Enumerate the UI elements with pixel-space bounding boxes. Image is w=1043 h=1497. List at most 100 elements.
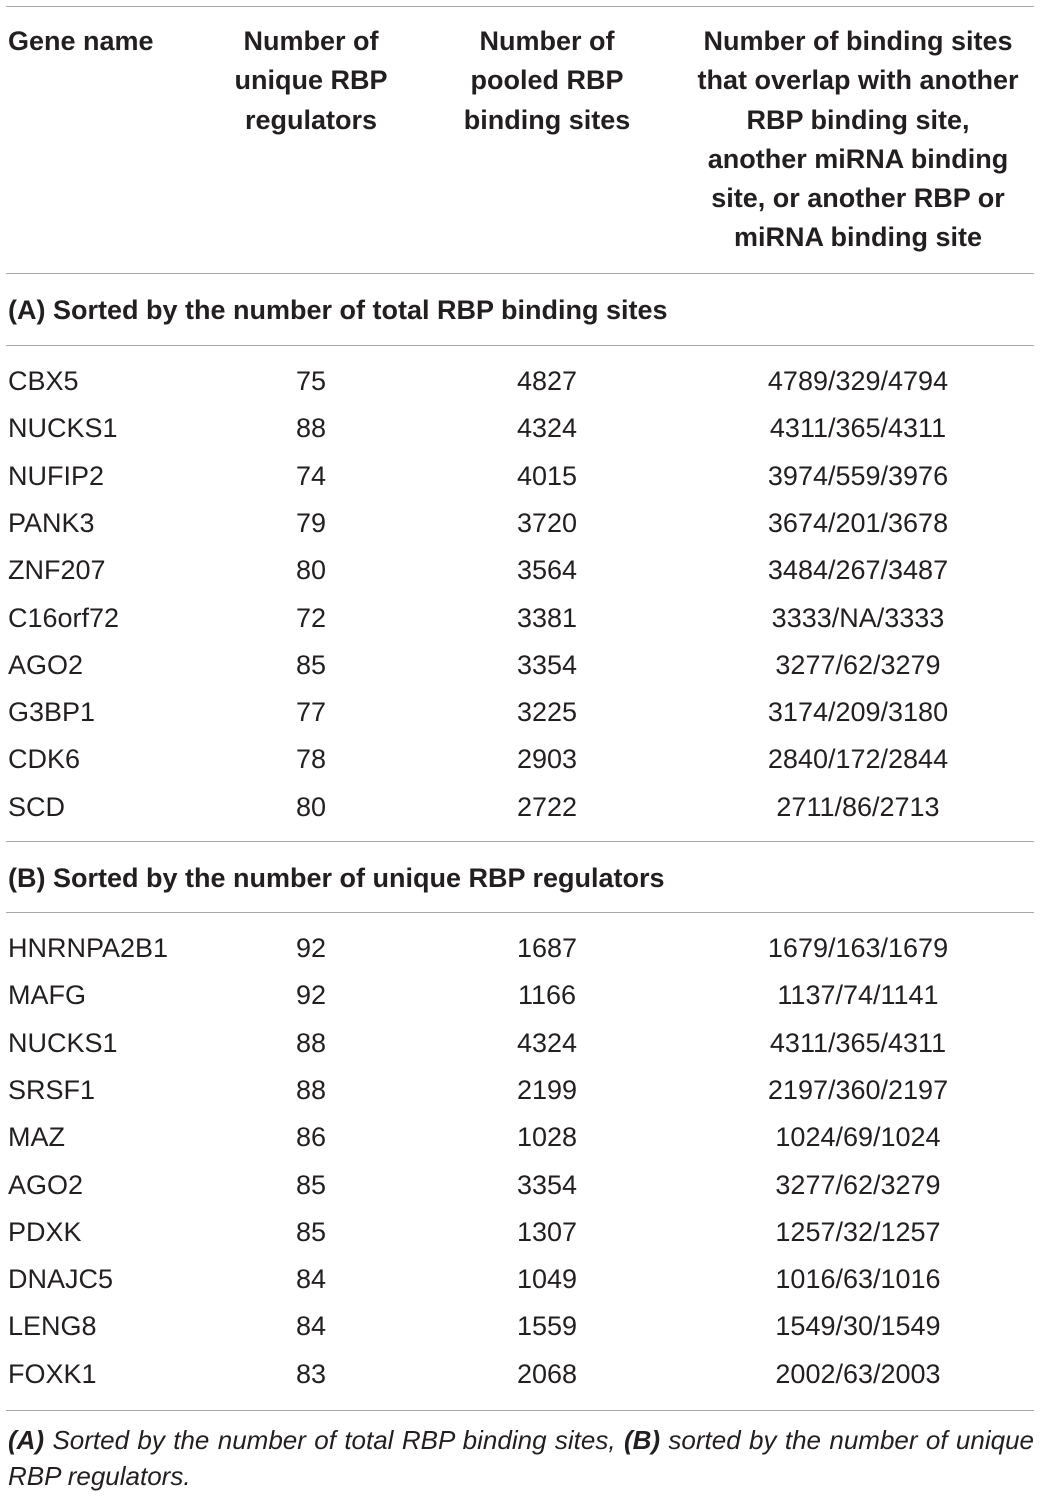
gene-name-cell: MAFG bbox=[8, 980, 86, 1011]
header-line: Number of bbox=[243, 26, 379, 56]
overlap-cell: 3974/559/3976 bbox=[767, 460, 949, 491]
overlap-cell: 1016/63/1016 bbox=[775, 1264, 941, 1295]
header-line: Number of binding sites bbox=[703, 26, 1013, 56]
gene-name-cell: PDXK bbox=[8, 1216, 82, 1247]
header-pooled-binding-sites: Number of pooled RBP binding sites bbox=[464, 22, 631, 140]
overlap-cell: 1257/32/1257 bbox=[775, 1216, 941, 1247]
table-row: HNRNPA2B1 92 1687 1679/163/1679 bbox=[0, 932, 1043, 979]
table-row: ZNF207 80 3564 3484/267/3487 bbox=[0, 554, 1043, 601]
top-rule bbox=[6, 6, 1034, 7]
footnote-b-text: sorted by the number of unique RBP regul… bbox=[8, 1425, 1035, 1491]
header-line: another miRNA binding bbox=[707, 143, 1009, 174]
table-row: NUCKS1 88 4324 4311/365/4311 bbox=[0, 412, 1043, 459]
regulators-cell: 77 bbox=[295, 697, 327, 728]
gene-name-cell: HNRNPA2B1 bbox=[8, 933, 169, 963]
header-rule bbox=[6, 273, 1034, 274]
overlap-cell: 1679/163/1679 bbox=[767, 933, 949, 963]
header-line: pooled RBP bbox=[470, 65, 624, 96]
section-b-top-rule bbox=[6, 841, 1034, 842]
gene-name-cell: NUCKS1 bbox=[8, 413, 118, 444]
gene-name-cell: NUFIP2 bbox=[8, 460, 105, 491]
pooled-cell: 3720 bbox=[516, 507, 578, 538]
pooled-cell: 1166 bbox=[517, 980, 577, 1011]
table-row: SRSF1 88 2199 2197/360/2197 bbox=[0, 1074, 1043, 1121]
regulators-cell: 75 bbox=[295, 366, 327, 396]
gene-name-cell: NUCKS1 bbox=[8, 1027, 118, 1058]
pooled-cell: 4324 bbox=[516, 1027, 578, 1058]
overlap-cell: 2002/63/2003 bbox=[775, 1358, 941, 1389]
footnote-b-label: (B) bbox=[623, 1425, 661, 1455]
pooled-cell: 1028 bbox=[516, 1122, 578, 1153]
gene-name-cell: FOXK1 bbox=[8, 1358, 97, 1389]
regulators-cell: 88 bbox=[295, 1027, 327, 1058]
regulators-cell: 85 bbox=[295, 649, 327, 680]
regulators-cell: 74 bbox=[295, 460, 327, 491]
overlap-cell: 2840/172/2844 bbox=[767, 744, 949, 775]
header-line: unique RBP bbox=[234, 65, 388, 96]
header-line: RBP binding site, bbox=[746, 104, 970, 135]
gene-name-cell: LENG8 bbox=[8, 1311, 97, 1342]
header-overlap-binding-sites: Number of binding sites that overlap wit… bbox=[697, 22, 1018, 258]
table-row: AGO2 85 3354 3277/62/3279 bbox=[0, 1169, 1043, 1216]
regulators-cell: 84 bbox=[295, 1311, 327, 1342]
overlap-cell: 3174/209/3180 bbox=[767, 697, 949, 728]
overlap-cell: 2711/86/2713 bbox=[776, 791, 940, 822]
regulators-cell: 83 bbox=[295, 1358, 327, 1389]
gene-name-cell: CDK6 bbox=[8, 744, 81, 775]
table-row: NUCKS1 88 4324 4311/365/4311 bbox=[0, 1027, 1043, 1074]
regulators-cell: 88 bbox=[295, 1074, 327, 1105]
pooled-cell: 1307 bbox=[516, 1216, 578, 1247]
header-line: regulators bbox=[244, 104, 378, 135]
overlap-cell: 2197/360/2197 bbox=[767, 1074, 949, 1105]
overlap-cell: 3277/62/3279 bbox=[775, 649, 941, 680]
regulators-cell: 85 bbox=[295, 1216, 327, 1247]
gene-name-cell: MAZ bbox=[8, 1122, 65, 1153]
header-line: binding sites bbox=[463, 104, 631, 135]
gene-name-cell: ZNF207 bbox=[8, 555, 106, 586]
pooled-cell: 1559 bbox=[516, 1311, 578, 1342]
pooled-cell: 2199 bbox=[516, 1074, 578, 1105]
gene-name-cell: PANK3 bbox=[8, 507, 95, 538]
regulators-cell: 78 bbox=[295, 744, 327, 775]
pooled-cell: 4827 bbox=[516, 366, 578, 396]
pooled-cell: 1687 bbox=[516, 933, 578, 963]
overlap-cell: 1137/74/1141 bbox=[777, 980, 939, 1011]
gene-name-cell: AGO2 bbox=[8, 649, 84, 680]
section-b-title: (B) Sorted by the number of unique RBP r… bbox=[8, 863, 665, 893]
regulators-cell: 92 bbox=[295, 980, 327, 1011]
pooled-cell: 3381 bbox=[516, 602, 578, 633]
table-row: FOXK1 83 2068 2002/63/2003 bbox=[0, 1358, 1043, 1405]
regulators-cell: 92 bbox=[295, 933, 327, 963]
pooled-cell: 4324 bbox=[516, 413, 578, 444]
gene-name-cell: AGO2 bbox=[8, 1169, 84, 1200]
pooled-cell: 1049 bbox=[516, 1264, 578, 1295]
overlap-cell: 3277/62/3279 bbox=[775, 1169, 941, 1200]
header-line: that overlap with another bbox=[697, 65, 1019, 96]
pooled-cell: 3354 bbox=[516, 649, 578, 680]
footnote-a-text: Sorted by the number of total RBP bindin… bbox=[44, 1425, 624, 1455]
table-row: NUFIP2 74 4015 3974/559/3976 bbox=[0, 460, 1043, 507]
table-row: PDXK 85 1307 1257/32/1257 bbox=[0, 1216, 1043, 1263]
gene-name-cell: C16orf72 bbox=[8, 602, 120, 633]
pooled-cell: 2068 bbox=[516, 1358, 578, 1389]
overlap-cell: 3333/NA/3333 bbox=[771, 602, 945, 633]
overlap-cell: 4789/329/4794 bbox=[767, 366, 949, 396]
pooled-cell: 3354 bbox=[516, 1169, 578, 1200]
bottom-rule bbox=[6, 1410, 1034, 1411]
gene-name-cell: CBX5 bbox=[8, 366, 79, 396]
table-row: PANK3 79 3720 3674/201/3678 bbox=[0, 507, 1043, 554]
pooled-cell: 3225 bbox=[516, 697, 578, 728]
pooled-cell: 3564 bbox=[516, 555, 578, 586]
regulators-cell: 80 bbox=[295, 791, 327, 822]
regulators-cell: 85 bbox=[295, 1169, 327, 1200]
table-row: C16orf72 72 3381 3333/NA/3333 bbox=[0, 602, 1043, 649]
regulators-cell: 86 bbox=[295, 1122, 327, 1153]
gene-name-cell: SRSF1 bbox=[8, 1074, 96, 1105]
table-row: MAZ 86 1028 1024/69/1024 bbox=[0, 1121, 1043, 1168]
table-row: DNAJC5 84 1049 1016/63/1016 bbox=[0, 1263, 1043, 1310]
table-footnote: (A) Sorted by the number of total RBP bi… bbox=[8, 1422, 1034, 1494]
table-row: CDK6 78 2903 2840/172/2844 bbox=[0, 743, 1043, 790]
regulators-cell: 88 bbox=[295, 413, 327, 444]
regulators-cell: 79 bbox=[295, 507, 327, 538]
